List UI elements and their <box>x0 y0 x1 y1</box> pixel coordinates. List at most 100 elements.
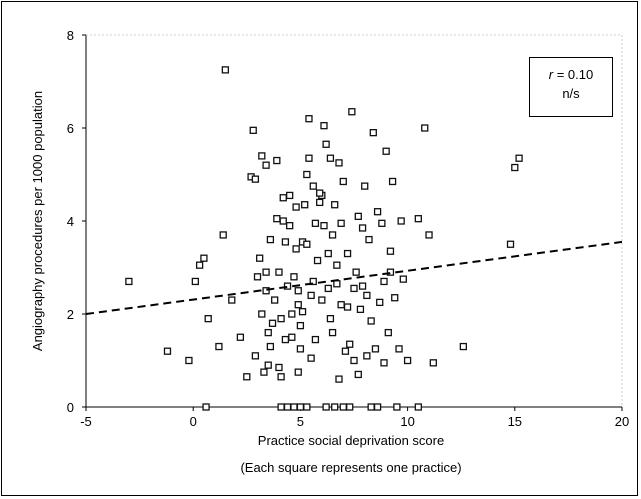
data-point <box>281 238 290 246</box>
data-point <box>326 154 335 162</box>
data-point <box>339 403 347 411</box>
data-point <box>380 277 388 286</box>
data-point <box>296 345 305 353</box>
data-point <box>292 203 300 211</box>
x-tick-label: 15 <box>508 414 522 429</box>
data-point <box>309 182 317 190</box>
data-point <box>365 235 373 244</box>
data-point <box>322 140 330 148</box>
data-point <box>294 287 302 295</box>
data-point <box>305 115 313 123</box>
data-point <box>277 314 285 323</box>
data-point <box>393 403 401 411</box>
x-tick-label: -5 <box>80 414 92 429</box>
x-tick-label: 0 <box>190 414 197 429</box>
data-point <box>266 342 275 351</box>
data-point <box>328 328 337 337</box>
data-point <box>163 347 172 355</box>
data-point <box>262 268 270 276</box>
data-point <box>309 277 317 286</box>
data-point <box>243 373 251 381</box>
x-tick-label: 10 <box>400 414 414 429</box>
data-point <box>367 403 375 411</box>
data-point <box>275 268 283 276</box>
data-point <box>324 284 332 293</box>
data-point <box>303 403 311 411</box>
data-point <box>363 291 371 300</box>
data-point <box>320 122 328 130</box>
data-point <box>414 403 422 411</box>
data-point <box>292 245 300 253</box>
data-point <box>294 368 302 376</box>
data-point <box>331 201 339 209</box>
data-point <box>318 296 326 304</box>
data-point <box>296 321 305 330</box>
data-point <box>288 310 296 318</box>
data-point <box>303 170 311 179</box>
data-point <box>307 291 315 300</box>
data-point <box>125 277 133 286</box>
data-point <box>228 296 236 304</box>
data-point <box>251 352 260 360</box>
y-tick-label: 2 <box>67 307 74 322</box>
data-point <box>388 177 397 186</box>
data-point <box>311 335 320 344</box>
data-point <box>215 342 223 351</box>
data-point <box>326 314 335 323</box>
data-point <box>403 356 412 365</box>
data-point <box>397 217 405 225</box>
data-point <box>271 296 279 304</box>
data-point <box>195 261 204 269</box>
data-point <box>429 359 437 367</box>
data-point <box>204 314 212 323</box>
data-point <box>200 254 208 262</box>
data-point <box>277 373 285 381</box>
data-point <box>341 347 350 355</box>
data-point <box>511 163 519 172</box>
data-point <box>346 340 354 348</box>
r-value: = 0.10 <box>556 67 594 82</box>
trend-line <box>85 240 623 315</box>
data-point <box>253 273 262 281</box>
data-point <box>354 370 362 379</box>
data-point <box>305 154 313 162</box>
data-point <box>311 219 320 227</box>
data-point <box>459 342 467 351</box>
data-point <box>335 375 343 383</box>
data-point <box>348 108 356 116</box>
data-point <box>391 294 399 302</box>
data-point <box>262 287 270 295</box>
data-point <box>356 305 365 314</box>
data-point-group <box>125 66 523 411</box>
data-point <box>324 249 332 258</box>
data-point <box>262 161 270 169</box>
data-point <box>339 177 347 186</box>
y-axis-label: Angiography procedures per 1000 populati… <box>30 91 45 351</box>
data-point <box>294 301 302 309</box>
significance-label: n/s <box>562 86 580 101</box>
data-point <box>358 224 367 232</box>
x-tick-label: 5 <box>297 414 304 429</box>
data-point <box>333 280 341 288</box>
data-point <box>354 212 362 221</box>
data-point <box>316 198 324 207</box>
data-point <box>322 403 330 411</box>
data-point <box>506 240 515 248</box>
data-point <box>298 308 307 316</box>
data-point <box>425 231 433 239</box>
data-point <box>202 403 210 411</box>
data-point <box>378 219 386 227</box>
data-point <box>268 319 277 327</box>
r-symbol: r <box>548 67 554 82</box>
data-point <box>249 126 257 134</box>
data-point <box>346 403 354 411</box>
x-tick-label: 20 <box>615 414 629 429</box>
data-point <box>384 328 392 337</box>
data-point <box>335 159 343 167</box>
data-point <box>363 352 371 360</box>
data-point <box>266 235 275 244</box>
x-axis-label: Practice social deprivation score <box>258 433 444 448</box>
data-point <box>386 268 395 276</box>
data-point <box>301 201 309 209</box>
data-point <box>256 254 264 262</box>
